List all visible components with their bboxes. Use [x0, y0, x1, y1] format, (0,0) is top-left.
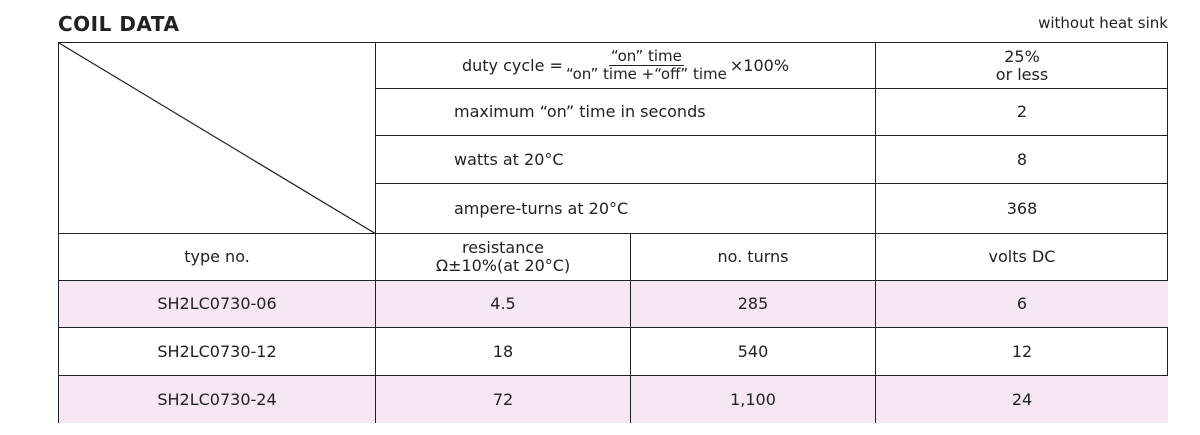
column-header: volts DC: [875, 233, 1168, 280]
text: or less: [995, 64, 1049, 84]
column-header: no. turns: [630, 233, 875, 280]
table-cell: SH2LC0730-06: [58, 280, 375, 327]
header-text: resistance: [461, 238, 545, 257]
note: without heat sink: [1038, 14, 1168, 32]
condition-value: 8: [875, 135, 1168, 183]
condition-label: watts at 20°C: [375, 135, 875, 183]
header-text: Ω±10%(at 20°C): [435, 256, 571, 275]
column-header: type no.: [58, 233, 375, 280]
header-text: no. turns: [717, 247, 789, 266]
header-text: type no.: [184, 247, 250, 266]
table-cell: SH2LC0730-12: [58, 327, 375, 375]
table-cell: 18: [375, 327, 630, 375]
numerator: “on” time: [608, 47, 684, 66]
table-cell: 24: [875, 375, 1168, 423]
condition-label: ampere-turns at 20°C: [375, 183, 875, 233]
table-cell: 12: [875, 327, 1168, 375]
table-cell: 285: [630, 280, 875, 327]
text: ×100%: [729, 55, 790, 75]
table-cell: 540: [630, 327, 875, 375]
fraction: “on” time “on” time +“off” time: [566, 48, 727, 83]
text: 25%: [1004, 46, 1040, 66]
duty-cycle-value: 25% or less: [875, 42, 1168, 88]
table-cell: 6: [875, 280, 1168, 327]
condition-value: 368: [875, 183, 1168, 233]
condition-label: maximum “on” time in seconds: [375, 88, 875, 135]
coil-table: duty cycle = “on” time “on” time +“off” t…: [58, 42, 1168, 423]
header-text: volts DC: [988, 247, 1056, 266]
title: COIL DATA: [58, 12, 180, 36]
column-header: resistance Ω±10%(at 20°C): [375, 233, 630, 280]
table-cell: SH2LC0730-24: [58, 375, 375, 423]
condition-value: 2: [875, 88, 1168, 135]
table-cell: 1,100: [630, 375, 875, 423]
blank-cell: [58, 42, 376, 234]
table-cell: 72: [375, 375, 630, 423]
table-cell: 4.5: [375, 280, 630, 327]
denominator: “on” time +“off” time: [565, 65, 727, 83]
diagonal: [59, 43, 376, 234]
text: duty cycle =: [461, 55, 563, 75]
duty-cycle-label: duty cycle = “on” time “on” time +“off” t…: [375, 42, 875, 88]
